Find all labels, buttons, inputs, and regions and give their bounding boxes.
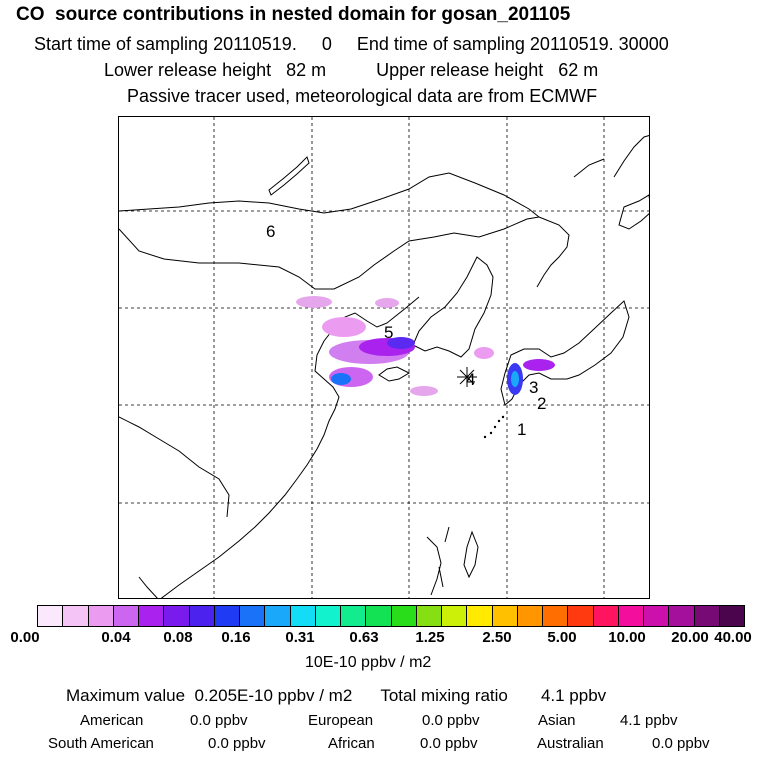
color-scale-unit: 10E-10 ppbv / m2 bbox=[305, 654, 432, 671]
american-label: American bbox=[80, 712, 144, 729]
color-scale-cell bbox=[517, 606, 543, 626]
color-scale-cell bbox=[63, 606, 89, 626]
color-scale-cell bbox=[38, 606, 64, 626]
region-label-1: 1 bbox=[517, 420, 526, 439]
region-label-3: 3 bbox=[529, 378, 538, 397]
color-scale-tick-label: 0.16 bbox=[221, 629, 251, 646]
african-label: African bbox=[328, 735, 375, 752]
color-scale-tick-label: 0.31 bbox=[285, 629, 315, 646]
color-scale-cell bbox=[644, 606, 670, 626]
color-scale-tick-label: 10.00 bbox=[608, 629, 646, 646]
island-dots bbox=[483, 415, 505, 439]
color-scale-cell bbox=[442, 606, 468, 626]
color-scale-cell bbox=[341, 606, 367, 626]
region-label-4: 4 bbox=[466, 370, 475, 389]
american-value: 0.0 ppbv bbox=[190, 712, 248, 729]
color-scale-cell bbox=[416, 606, 442, 626]
african-value: 0.0 ppbv bbox=[420, 735, 478, 752]
color-scale-cell bbox=[240, 606, 266, 626]
color-scale-cell bbox=[366, 606, 392, 626]
color-scale-bar bbox=[37, 605, 745, 627]
color-scale-tick-label: 0.00 bbox=[10, 629, 40, 646]
color-scale-cell bbox=[593, 606, 619, 626]
color-scale-cell bbox=[189, 606, 215, 626]
south-american-value: 0.0 ppbv bbox=[208, 735, 266, 752]
tracer-info-line: Passive tracer used, meteorological data… bbox=[127, 86, 598, 106]
region-label-2: 2 bbox=[537, 394, 546, 413]
color-scale-tick-label: 0.04 bbox=[101, 629, 131, 646]
color-scale-tick-label: 2.50 bbox=[482, 629, 512, 646]
maximum-value-line: Maximum value 0.205E-10 ppbv / m2 Total … bbox=[66, 686, 607, 705]
contribution-field bbox=[296, 296, 555, 396]
european-label: European bbox=[308, 712, 374, 729]
color-scale-cell bbox=[391, 606, 417, 626]
australian-value: 0.0 ppbv bbox=[652, 735, 710, 752]
asian-label: Asian bbox=[538, 712, 576, 729]
plot-title: CO source contributions in nested domain… bbox=[16, 4, 571, 25]
region-label-6: 6 bbox=[266, 222, 275, 241]
color-scale-tick-label: 0.63 bbox=[349, 629, 379, 646]
color-scale-cell bbox=[265, 606, 291, 626]
coastlines bbox=[119, 135, 649, 598]
asterisk-icon bbox=[457, 367, 477, 387]
color-scale-cell bbox=[290, 606, 316, 626]
map-canvas: 1 2 3 4 5 6 bbox=[119, 117, 649, 598]
color-scale-cell bbox=[88, 606, 114, 626]
sampling-time-line: Start time of sampling 20110519. 0 End t… bbox=[34, 34, 669, 54]
color-scale-cell bbox=[719, 606, 744, 626]
australian-label: Australian bbox=[537, 735, 604, 752]
color-scale-tick-label: 20.00 bbox=[671, 629, 709, 646]
color-scale-cell bbox=[618, 606, 644, 626]
color-scale-tick-label: 1.25 bbox=[415, 629, 445, 646]
color-scale-cell bbox=[467, 606, 493, 626]
color-scale-cell bbox=[214, 606, 240, 626]
color-scale-tick-label: 40.00 bbox=[714, 629, 752, 646]
map-panel: 1 2 3 4 5 6 bbox=[118, 116, 650, 599]
color-scale-cell bbox=[568, 606, 594, 626]
color-scale-cell bbox=[694, 606, 720, 626]
european-value: 0.0 ppbv bbox=[422, 712, 480, 729]
color-scale-cell bbox=[139, 606, 165, 626]
color-scale-cell bbox=[543, 606, 569, 626]
color-scale-cell bbox=[669, 606, 695, 626]
color-scale-cell bbox=[315, 606, 341, 626]
color-scale-tick-label: 5.00 bbox=[547, 629, 577, 646]
south-american-label: South American bbox=[48, 735, 154, 752]
color-scale-cell bbox=[164, 606, 190, 626]
color-scale-cell bbox=[492, 606, 518, 626]
region-label-5: 5 bbox=[384, 323, 393, 342]
release-height-line: Lower release height 82 m Upper release … bbox=[104, 60, 599, 80]
asian-value: 4.1 ppbv bbox=[620, 712, 678, 729]
color-scale-tick-label: 0.08 bbox=[163, 629, 193, 646]
color-scale-cell bbox=[113, 606, 139, 626]
